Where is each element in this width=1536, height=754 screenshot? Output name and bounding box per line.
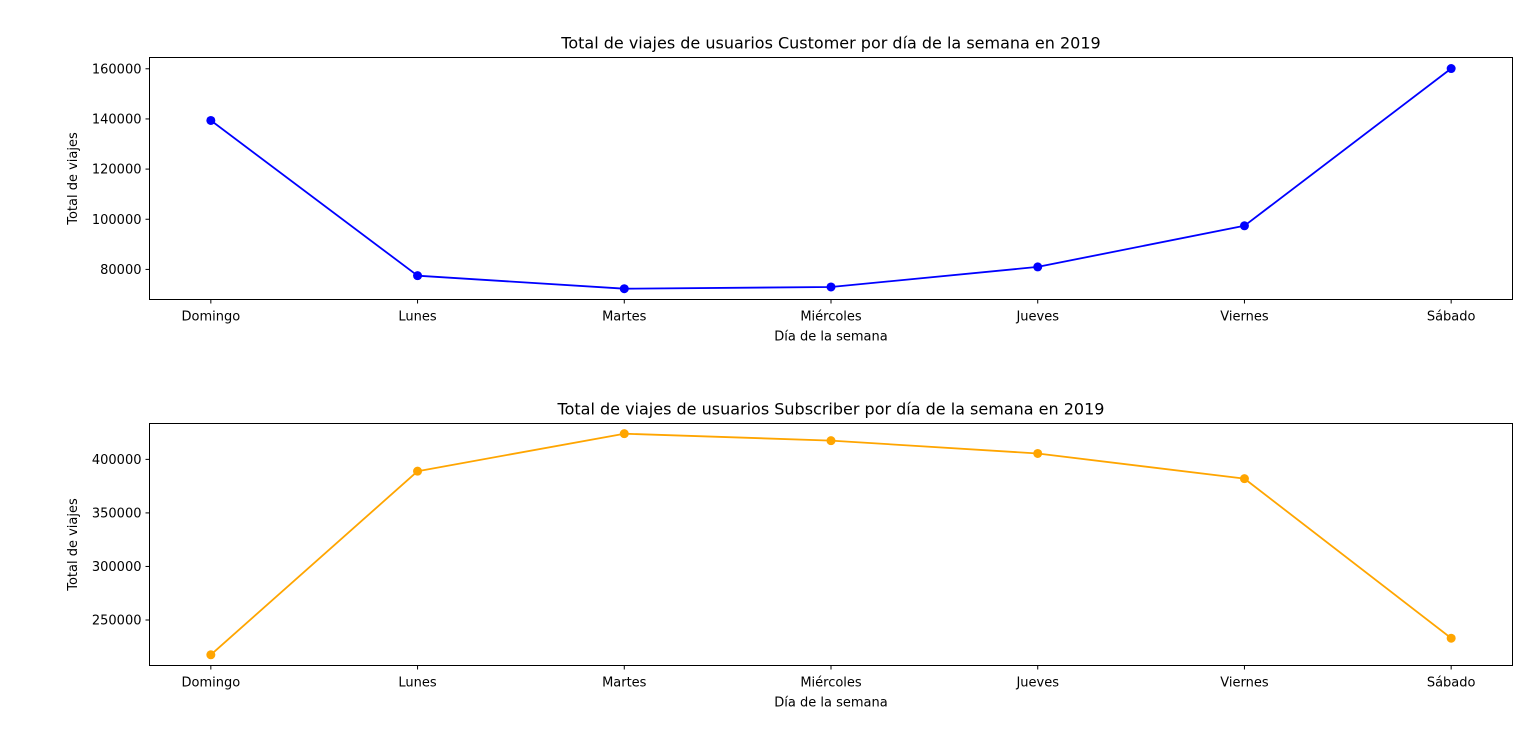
data-point	[826, 282, 836, 292]
x-tick-label: Miércoles	[800, 310, 862, 325]
y-tick-label: 250000	[92, 613, 142, 628]
x-axis-label: Día de la semana	[774, 330, 887, 345]
data-point	[826, 436, 836, 446]
y-tick-label: 120000	[92, 163, 142, 178]
x-tick-label: Sábado	[1427, 310, 1476, 325]
x-tick-label: Viernes	[1220, 310, 1269, 325]
y-axis-label: Total de viajes	[66, 132, 81, 226]
plot-frame	[149, 423, 1513, 666]
x-tick-label: Lunes	[398, 310, 436, 325]
y-tick-label: 400000	[92, 453, 142, 468]
data-point	[1446, 633, 1456, 643]
x-tick-label: Sábado	[1427, 676, 1476, 691]
y-tick-label: 80000	[100, 263, 141, 278]
x-axis-label: Día de la semana	[774, 696, 887, 711]
data-point	[206, 650, 216, 660]
x-tick-label: Viernes	[1220, 676, 1269, 691]
data-point	[413, 466, 423, 476]
y-axis-label: Total de viajes	[66, 498, 81, 592]
y-tick-label: 160000	[92, 62, 142, 77]
x-tick-label: Martes	[602, 676, 647, 691]
data-point	[1239, 221, 1249, 231]
data-point	[206, 115, 216, 125]
x-tick-label: Domingo	[181, 676, 240, 691]
y-tick-label: 140000	[92, 112, 142, 127]
data-point	[619, 284, 629, 294]
y-tick-label: 350000	[92, 506, 142, 521]
series-line	[210, 432, 1452, 656]
x-tick-label: Lunes	[398, 676, 436, 691]
x-tick-label: Martes	[602, 310, 647, 325]
data-point	[1033, 262, 1043, 272]
customer-chart: Total de viajes de usuarios Customer por…	[66, 34, 1513, 345]
subscriber-chart: Total de viajes de usuarios Subscriber p…	[66, 400, 1513, 711]
y-tick-label: 100000	[92, 213, 142, 228]
series-line	[210, 67, 1452, 290]
data-point	[1446, 64, 1456, 74]
x-tick-label: Jueves	[1015, 676, 1059, 691]
data-point	[1033, 448, 1043, 458]
y-tick-label: 300000	[92, 560, 142, 575]
chart-title: Total de viajes de usuarios Subscriber p…	[557, 400, 1105, 419]
data-point	[619, 429, 629, 439]
data-point	[413, 271, 423, 281]
chart-title: Total de viajes de usuarios Customer por…	[560, 34, 1100, 53]
x-tick-label: Miércoles	[800, 676, 862, 691]
x-tick-label: Jueves	[1015, 310, 1059, 325]
data-point	[1239, 474, 1249, 484]
x-tick-label: Domingo	[181, 310, 240, 325]
